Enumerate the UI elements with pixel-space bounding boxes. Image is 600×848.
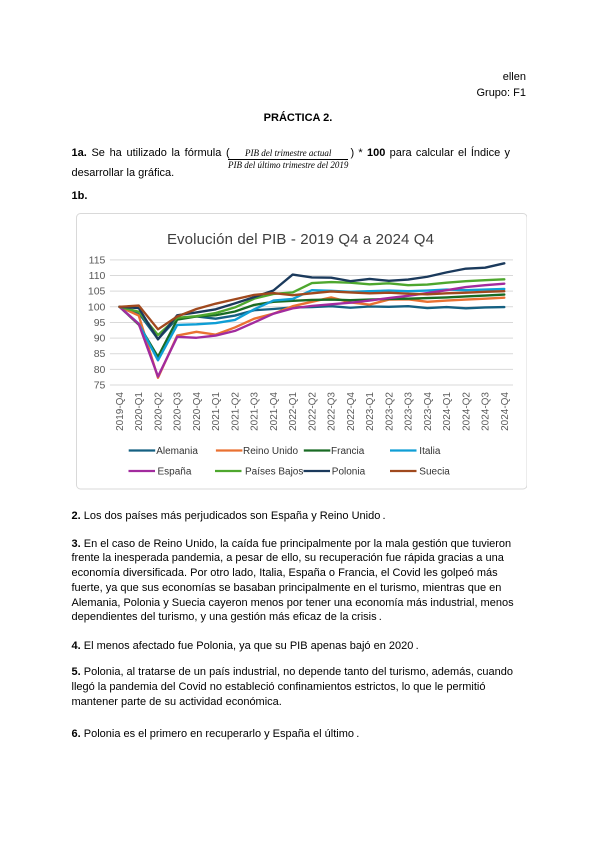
svg-text:Alemania: Alemania [156,446,198,457]
svg-text:Reino Unido: Reino Unido [243,446,298,457]
svg-text:100: 100 [87,301,105,313]
svg-text:Polonia: Polonia [331,467,365,478]
svg-text:95: 95 [93,317,105,329]
svg-text:85: 85 [93,348,105,360]
svg-text:2021-Q1: 2021-Q1 [211,392,222,431]
svg-text:2021-Q3: 2021-Q3 [249,392,260,431]
svg-text:2022-Q1: 2022-Q1 [288,392,299,431]
svg-text:2021-Q2: 2021-Q2 [230,392,241,431]
svg-text:2019-Q4: 2019-Q4 [115,392,126,431]
svg-text:2024-Q2: 2024-Q2 [461,392,472,431]
svg-text:Suecia: Suecia [419,467,450,478]
svg-text:90: 90 [93,333,105,345]
svg-text:Francia: Francia [331,446,365,457]
svg-text:2023-Q4: 2023-Q4 [422,392,433,431]
svg-text:2023-Q3: 2023-Q3 [403,392,414,431]
svg-text:110: 110 [88,270,105,282]
svg-text:2023-Q2: 2023-Q2 [384,392,395,431]
svg-text:Evolución del PIB - 2019 Q4 a: Evolución del PIB - 2019 Q4 a 2024 Q4 [166,231,433,248]
svg-text:115: 115 [88,254,105,266]
svg-text:2021-Q4: 2021-Q4 [268,392,279,431]
svg-text:2022-Q3: 2022-Q3 [326,392,337,431]
svg-text:España: España [157,467,191,478]
svg-text:2020-Q3: 2020-Q3 [172,392,183,431]
svg-text:2024-Q1: 2024-Q1 [442,392,453,431]
svg-text:2024-Q3: 2024-Q3 [480,392,491,431]
svg-text:2022-Q2: 2022-Q2 [307,392,318,431]
svg-text:2020-Q1: 2020-Q1 [134,392,145,431]
svg-text:2020-Q2: 2020-Q2 [153,392,164,431]
svg-text:2020-Q4: 2020-Q4 [191,392,202,431]
svg-text:Italia: Italia [419,446,441,457]
svg-text:2022-Q4: 2022-Q4 [345,392,356,431]
svg-text:2024-Q4: 2024-Q4 [499,392,510,431]
svg-text:80: 80 [93,364,105,376]
svg-text:105: 105 [87,286,105,298]
svg-text:2023-Q1: 2023-Q1 [365,392,376,431]
svg-text:75: 75 [93,380,105,392]
svg-text:Países Bajos: Países Bajos [245,467,303,478]
